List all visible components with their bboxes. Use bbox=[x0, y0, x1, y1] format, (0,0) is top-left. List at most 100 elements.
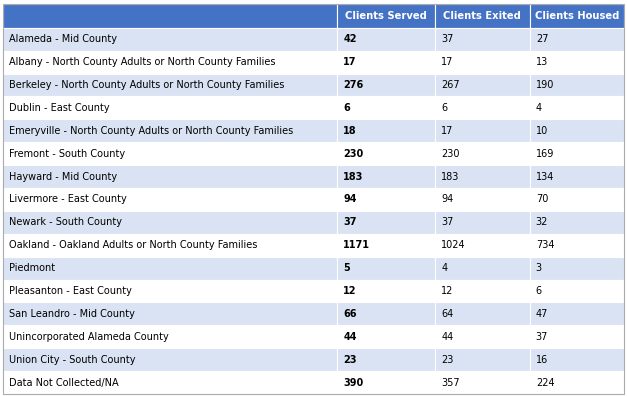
Text: 17: 17 bbox=[441, 126, 454, 136]
Text: 17: 17 bbox=[344, 57, 357, 67]
Bar bbox=[337, 371, 435, 394]
Text: 6: 6 bbox=[441, 103, 448, 113]
Text: 1171: 1171 bbox=[344, 240, 371, 250]
Text: 70: 70 bbox=[536, 194, 548, 204]
Bar bbox=[435, 74, 530, 96]
Bar bbox=[530, 51, 624, 74]
Text: 64: 64 bbox=[441, 309, 454, 319]
Bar bbox=[435, 142, 530, 165]
Bar bbox=[530, 348, 624, 371]
Text: 27: 27 bbox=[536, 34, 548, 44]
Text: Oakland - Oakland Adults or North County Families: Oakland - Oakland Adults or North County… bbox=[9, 240, 258, 250]
Bar bbox=[3, 303, 337, 326]
Bar bbox=[3, 326, 337, 348]
Bar bbox=[435, 4, 530, 28]
Bar bbox=[3, 74, 337, 96]
Bar bbox=[337, 326, 435, 348]
Text: 4: 4 bbox=[536, 103, 542, 113]
Bar bbox=[435, 303, 530, 326]
Text: Union City - South County: Union City - South County bbox=[9, 355, 136, 365]
Bar bbox=[337, 142, 435, 165]
Bar bbox=[530, 96, 624, 119]
Text: Pleasanton - East County: Pleasanton - East County bbox=[9, 286, 132, 296]
Text: 37: 37 bbox=[536, 332, 548, 342]
Bar bbox=[530, 142, 624, 165]
Bar bbox=[530, 257, 624, 280]
Bar bbox=[337, 74, 435, 96]
Text: 12: 12 bbox=[344, 286, 357, 296]
Text: 134: 134 bbox=[536, 171, 554, 181]
Text: 267: 267 bbox=[441, 80, 460, 90]
Text: Clients Housed: Clients Housed bbox=[534, 11, 619, 21]
Bar bbox=[435, 96, 530, 119]
Text: 94: 94 bbox=[344, 194, 357, 204]
Text: 23: 23 bbox=[441, 355, 454, 365]
Bar bbox=[3, 51, 337, 74]
Text: 37: 37 bbox=[344, 217, 357, 227]
Bar bbox=[3, 234, 337, 257]
Bar bbox=[530, 303, 624, 326]
Bar bbox=[337, 211, 435, 234]
Text: 276: 276 bbox=[344, 80, 364, 90]
Bar bbox=[3, 28, 337, 51]
Text: Berkeley - North County Adults or North County Families: Berkeley - North County Adults or North … bbox=[9, 80, 285, 90]
Bar bbox=[530, 28, 624, 51]
Text: Clients Served: Clients Served bbox=[345, 11, 427, 21]
Bar bbox=[530, 280, 624, 303]
Text: 734: 734 bbox=[536, 240, 554, 250]
Bar bbox=[337, 188, 435, 211]
Bar bbox=[3, 280, 337, 303]
Text: 17: 17 bbox=[441, 57, 454, 67]
Text: 66: 66 bbox=[344, 309, 357, 319]
Bar bbox=[435, 280, 530, 303]
Bar bbox=[337, 51, 435, 74]
Text: 230: 230 bbox=[344, 148, 364, 159]
Bar bbox=[435, 257, 530, 280]
Text: Livermore - East County: Livermore - East County bbox=[9, 194, 127, 204]
Text: 44: 44 bbox=[441, 332, 454, 342]
Text: 44: 44 bbox=[344, 332, 357, 342]
Bar bbox=[435, 165, 530, 188]
Bar bbox=[435, 51, 530, 74]
Text: Clients Exited: Clients Exited bbox=[443, 11, 521, 21]
Text: 32: 32 bbox=[536, 217, 548, 227]
Bar bbox=[435, 188, 530, 211]
Bar bbox=[530, 326, 624, 348]
Bar bbox=[337, 119, 435, 142]
Bar bbox=[530, 234, 624, 257]
Text: 169: 169 bbox=[536, 148, 554, 159]
Bar bbox=[435, 119, 530, 142]
Text: Data Not Collected/NA: Data Not Collected/NA bbox=[9, 377, 119, 388]
Text: Piedmont: Piedmont bbox=[9, 263, 56, 273]
Text: 190: 190 bbox=[536, 80, 554, 90]
Text: 47: 47 bbox=[536, 309, 548, 319]
Bar bbox=[530, 119, 624, 142]
Text: Dublin - East County: Dublin - East County bbox=[9, 103, 110, 113]
Bar bbox=[3, 348, 337, 371]
Bar bbox=[337, 280, 435, 303]
Bar bbox=[530, 165, 624, 188]
Bar bbox=[530, 371, 624, 394]
Bar bbox=[337, 348, 435, 371]
Bar bbox=[337, 257, 435, 280]
Text: Alameda - Mid County: Alameda - Mid County bbox=[9, 34, 117, 44]
Text: 183: 183 bbox=[441, 171, 460, 181]
Text: Unincorporated Alameda County: Unincorporated Alameda County bbox=[9, 332, 169, 342]
Bar bbox=[530, 74, 624, 96]
Bar bbox=[3, 142, 337, 165]
Text: 1024: 1024 bbox=[441, 240, 466, 250]
Bar bbox=[337, 4, 435, 28]
Text: 42: 42 bbox=[344, 34, 357, 44]
Text: 6: 6 bbox=[536, 286, 542, 296]
Text: 37: 37 bbox=[441, 217, 454, 227]
Text: 13: 13 bbox=[536, 57, 548, 67]
Bar bbox=[3, 371, 337, 394]
Bar bbox=[3, 96, 337, 119]
Bar bbox=[435, 28, 530, 51]
Bar bbox=[3, 257, 337, 280]
Text: 16: 16 bbox=[536, 355, 548, 365]
Text: 183: 183 bbox=[344, 171, 364, 181]
Text: Newark - South County: Newark - South County bbox=[9, 217, 122, 227]
Bar bbox=[530, 4, 624, 28]
Bar bbox=[530, 188, 624, 211]
